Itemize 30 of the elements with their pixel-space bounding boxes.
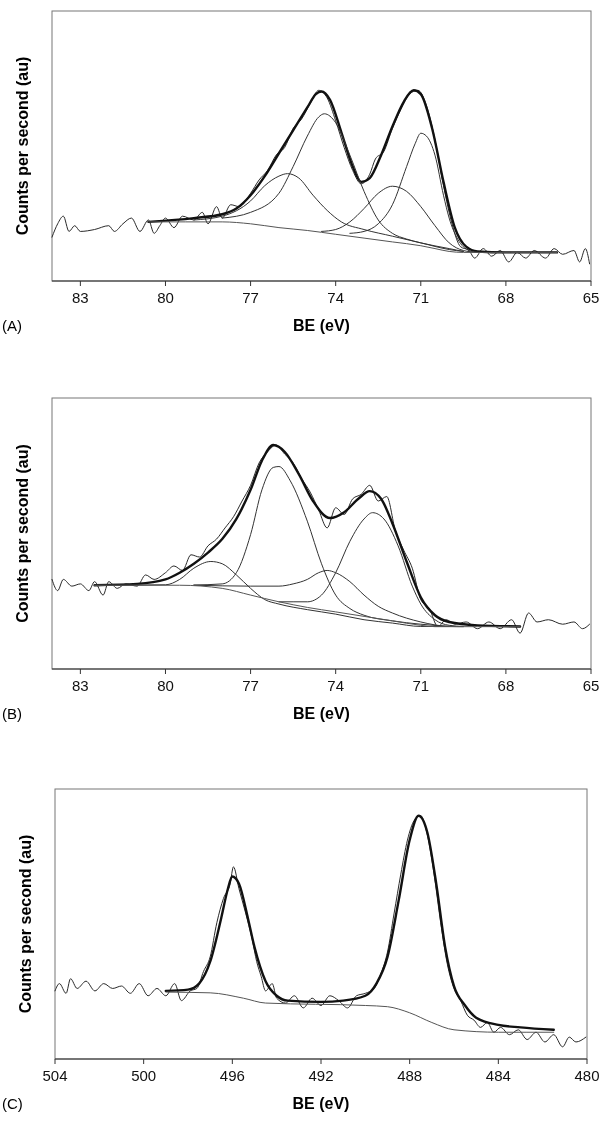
x-tick-label: 74 xyxy=(327,677,345,694)
x-tick-label: 68 xyxy=(497,289,515,306)
x-tick-label: 65 xyxy=(582,677,600,694)
y-axis-title: Counts per second (au) xyxy=(14,444,31,623)
x-tick-label: 504 xyxy=(42,1067,68,1084)
x-tick-label: 77 xyxy=(242,677,259,694)
x-tick-label: 83 xyxy=(72,677,89,694)
text: (C) xyxy=(2,1095,23,1112)
x-tick-label: 484 xyxy=(485,1067,511,1084)
text: (A) xyxy=(2,317,22,334)
x-tick-label: 71 xyxy=(412,289,430,306)
x-tick-label: 71 xyxy=(412,677,430,694)
x-tick-label: 77 xyxy=(242,289,259,306)
x-tick-label: 480 xyxy=(574,1067,600,1084)
x-tick-label: 68 xyxy=(497,677,515,694)
x-tick-label: 488 xyxy=(397,1067,423,1084)
x-axis-title: BE (eV) xyxy=(293,317,350,334)
text: (B) xyxy=(2,705,22,722)
x-tick-label: 80 xyxy=(157,289,174,306)
x-tick-label: 500 xyxy=(131,1067,157,1084)
y-axis-title: Counts per second (au) xyxy=(14,56,31,236)
x-axis-title: BE (eV) xyxy=(293,705,350,722)
x-tick-label: 496 xyxy=(219,1067,245,1084)
y-axis-title: Counts per second (au) xyxy=(17,834,34,1014)
x-tick-label: 492 xyxy=(308,1067,334,1084)
x-tick-label: 83 xyxy=(72,289,89,306)
x-tick-label: 80 xyxy=(157,677,174,694)
x-tick-label: 65 xyxy=(582,289,600,306)
x-tick-label: 74 xyxy=(327,289,345,306)
x-axis-title: BE (eV) xyxy=(292,1095,350,1112)
